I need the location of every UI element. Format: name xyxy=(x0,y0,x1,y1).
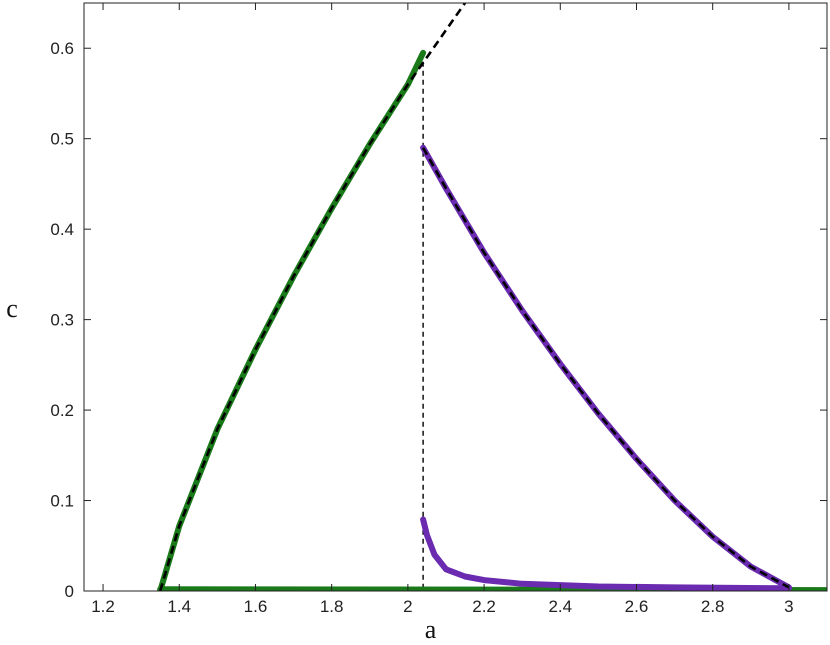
series-line-4 xyxy=(158,3,467,591)
series-line-5 xyxy=(421,147,790,589)
x-tick-label: 2.2 xyxy=(472,597,496,616)
y-tick-label: 0.4 xyxy=(50,220,74,239)
series-layer xyxy=(157,3,827,591)
y-tick-label: 0.5 xyxy=(50,130,74,149)
y-tick-label: 0.2 xyxy=(50,401,74,420)
x-axis-label: a xyxy=(425,615,437,644)
y-tick-label: 0.6 xyxy=(50,39,74,58)
y-tick-label: 0.1 xyxy=(50,492,74,511)
x-tick-label: 2 xyxy=(403,597,412,616)
y-tick-label: 0.3 xyxy=(50,311,74,330)
x-tick-label: 1.8 xyxy=(320,597,344,616)
ticks-layer: 1.2 1.4 1.6 1.8 2 2.2 2.4 2.6 2.8 3 0 0.1 0.2 0.3 0.4 0… xyxy=(50,3,827,616)
x-tick-label: 1.2 xyxy=(91,597,115,616)
plot-frame xyxy=(83,2,828,592)
series-line-0 xyxy=(157,49,427,591)
x-tick-label: 2.6 xyxy=(625,597,649,616)
x-tick-label: 1.6 xyxy=(244,597,268,616)
x-tick-label: 2.8 xyxy=(701,597,725,616)
series-line-2 xyxy=(420,144,792,591)
x-tick-label: 1.4 xyxy=(167,597,191,616)
x-tick-label: 3 xyxy=(784,597,793,616)
y-tick-label: 0 xyxy=(65,582,74,601)
y-axis-label: c xyxy=(6,294,18,323)
x-tick-label: 2.4 xyxy=(548,597,572,616)
